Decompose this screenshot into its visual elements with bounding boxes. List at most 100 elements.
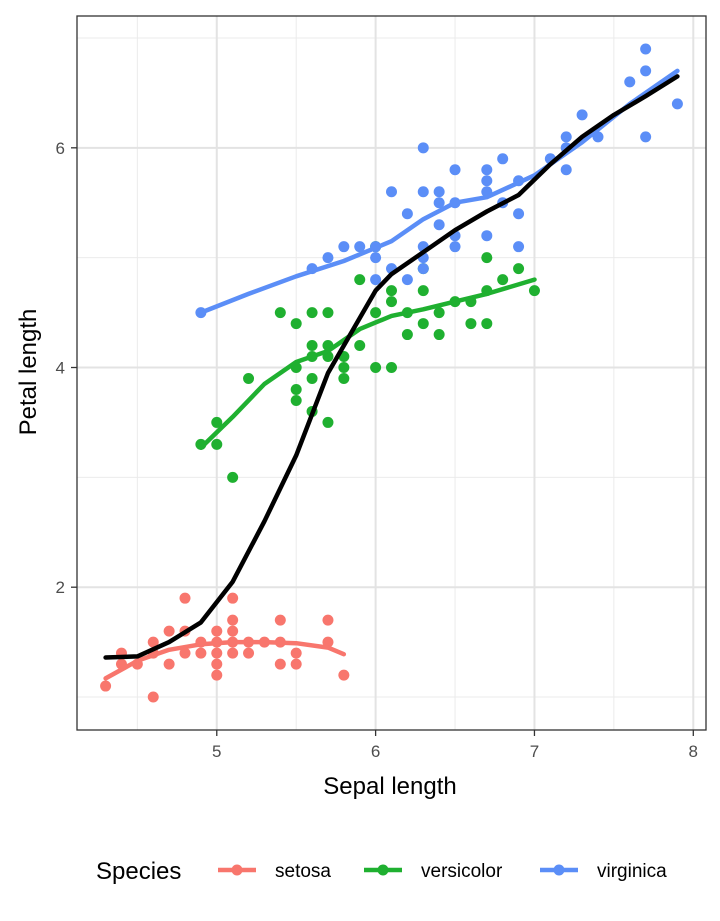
data-point-virginica [370, 274, 382, 286]
data-point-versicolor [290, 383, 302, 395]
y-tick-label: 6 [56, 139, 65, 158]
data-point-virginica [671, 98, 683, 110]
data-point-versicolor [290, 394, 302, 406]
data-point-setosa [147, 636, 159, 648]
data-point-setosa [227, 647, 239, 659]
data-point-virginica [338, 241, 350, 253]
data-point-virginica [417, 263, 429, 275]
smooth-line-virginica [198, 68, 680, 315]
data-point-virginica [401, 274, 413, 286]
data-point-setosa [179, 592, 191, 604]
data-point-versicolor [370, 307, 382, 319]
data-point-versicolor [354, 340, 366, 352]
legend-key-point-virginica [553, 864, 565, 876]
data-point-setosa [163, 625, 175, 637]
data-point-setosa [274, 614, 286, 626]
data-point-versicolor [306, 340, 318, 352]
panel-border [76, 15, 707, 731]
data-point-virginica [640, 43, 652, 55]
data-point-virginica [354, 241, 366, 253]
data-point-setosa [322, 636, 334, 648]
data-point-versicolor [322, 307, 334, 319]
data-point-versicolor [481, 318, 493, 330]
legend-label-versicolor: versicolor [421, 861, 503, 882]
data-point-setosa [211, 647, 223, 659]
y-axis-title: Petal length [15, 309, 42, 436]
smooth-line-setosa [103, 639, 347, 681]
legend-key-point-versicolor [377, 864, 389, 876]
data-point-virginica [449, 164, 461, 176]
data-point-virginica [386, 186, 397, 198]
x-tick-label: 6 [371, 742, 380, 761]
data-point-versicolor [433, 307, 445, 319]
data-point-setosa [211, 669, 223, 681]
data-point-setosa [290, 658, 302, 670]
data-point-setosa [147, 691, 159, 703]
data-point-versicolor [306, 307, 318, 319]
data-point-versicolor [370, 362, 382, 374]
data-point-virginica [433, 197, 445, 209]
legend-title: Species [96, 858, 181, 885]
legend-key-point-setosa [231, 864, 243, 876]
legend-label-setosa: setosa [275, 861, 331, 882]
data-point-virginica [449, 241, 461, 253]
data-point-virginica [433, 219, 445, 231]
data-point-versicolor [338, 372, 350, 384]
x-tick-label: 5 [212, 742, 221, 761]
data-point-versicolor [243, 372, 255, 384]
data-point-virginica [497, 153, 509, 165]
data-point-versicolor [481, 252, 493, 264]
data-point-versicolor [274, 307, 286, 319]
x-tick-label: 7 [530, 742, 539, 761]
smooth-line-overall [103, 74, 680, 660]
data-point-versicolor [211, 438, 223, 450]
data-point-versicolor [417, 285, 429, 297]
x-tick-label: 8 [689, 742, 698, 761]
data-point-versicolor [465, 318, 477, 330]
y-tick-label: 4 [56, 359, 65, 378]
data-point-virginica [481, 164, 493, 176]
data-point-virginica [433, 186, 445, 198]
data-point-setosa [227, 625, 239, 637]
data-point-versicolor [417, 318, 429, 330]
data-point-versicolor [290, 318, 302, 330]
data-point-versicolor [306, 372, 318, 384]
data-point-versicolor [322, 416, 334, 428]
data-point-setosa [243, 647, 255, 659]
data-point-setosa [274, 658, 286, 670]
data-point-setosa [100, 680, 112, 692]
data-point-versicolor [401, 329, 413, 341]
data-point-versicolor [354, 274, 366, 286]
data-point-versicolor [227, 471, 239, 483]
data-point-versicolor [386, 296, 397, 308]
data-point-setosa [338, 669, 350, 681]
data-point-setosa [290, 647, 302, 659]
data-point-setosa [211, 658, 223, 670]
data-point-virginica [513, 208, 525, 220]
legend-label-virginica: virginica [597, 861, 667, 882]
data-point-setosa [163, 658, 175, 670]
data-point-virginica [417, 142, 429, 154]
data-point-versicolor [386, 285, 397, 297]
data-point-setosa [179, 647, 191, 659]
data-point-virginica [624, 76, 636, 88]
data-point-versicolor [211, 416, 223, 428]
data-point-setosa [227, 592, 239, 604]
data-point-versicolor [528, 285, 540, 297]
data-point-setosa [211, 625, 223, 637]
data-point-virginica [576, 109, 588, 121]
data-point-virginica [322, 252, 334, 264]
data-point-versicolor [433, 329, 445, 341]
data-point-virginica [370, 252, 382, 264]
data-point-virginica [560, 131, 572, 143]
data-point-versicolor [386, 362, 397, 374]
y-tick-label: 2 [56, 578, 65, 597]
data-point-virginica [513, 241, 525, 253]
data-point-setosa [195, 647, 207, 659]
smooth-line-versicolor [198, 277, 537, 450]
data-point-virginica [417, 186, 429, 198]
data-point-virginica [640, 131, 652, 143]
data-point-versicolor [338, 362, 350, 374]
data-point-virginica [560, 164, 572, 176]
